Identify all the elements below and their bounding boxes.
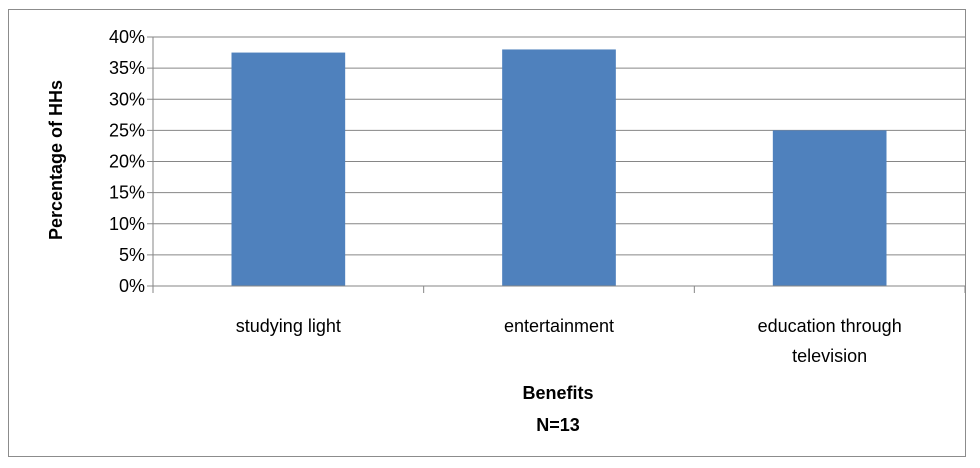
bar: [502, 49, 616, 287]
y-axis-title: Percentage of HHs: [46, 80, 66, 240]
y-tick-label: 40%: [109, 27, 145, 47]
x-category-label: studying light: [236, 316, 341, 336]
x-axis-title: Benefits: [522, 383, 593, 403]
y-tick-label: 5%: [119, 245, 145, 265]
x-category-label: education through: [758, 316, 902, 336]
x-category-label: television: [792, 346, 867, 366]
y-tick-label: 10%: [109, 214, 145, 234]
x-axis-subtitle: N=13: [536, 415, 580, 435]
y-tick-label: 30%: [109, 89, 145, 109]
y-tick-label: 0%: [119, 276, 145, 296]
bar: [772, 130, 887, 286]
y-tick-label: 25%: [109, 120, 145, 140]
bar: [231, 52, 346, 286]
x-category-label: entertainment: [504, 316, 614, 336]
axes: [152, 37, 966, 293]
y-tick-label: 15%: [109, 183, 145, 203]
y-tick-labels: 0% 5% 10% 15% 20% 25% 30% 35% 40%: [109, 27, 145, 296]
y-tick-label: 35%: [109, 58, 145, 78]
y-tick-label: 20%: [109, 152, 145, 172]
bars: [231, 49, 887, 287]
x-category-labels: studying light entertainment education thr…: [236, 316, 902, 366]
